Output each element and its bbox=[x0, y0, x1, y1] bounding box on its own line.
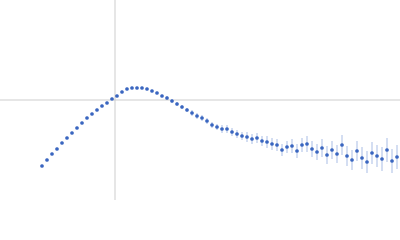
point bbox=[220, 127, 224, 131]
point bbox=[185, 108, 189, 112]
point bbox=[365, 160, 369, 164]
point bbox=[290, 144, 294, 148]
point bbox=[320, 146, 324, 150]
point bbox=[315, 150, 319, 154]
point bbox=[80, 121, 84, 125]
point bbox=[390, 159, 394, 163]
point bbox=[105, 101, 109, 105]
point bbox=[50, 152, 54, 156]
point bbox=[65, 136, 69, 140]
point bbox=[345, 154, 349, 158]
point bbox=[180, 105, 184, 109]
point bbox=[270, 142, 274, 146]
point bbox=[305, 142, 309, 146]
point bbox=[310, 147, 314, 151]
point bbox=[90, 112, 94, 116]
point bbox=[200, 116, 204, 120]
point bbox=[60, 141, 64, 145]
point bbox=[285, 145, 289, 149]
point bbox=[120, 90, 124, 94]
point bbox=[45, 158, 49, 162]
point bbox=[135, 86, 139, 90]
point bbox=[385, 148, 389, 152]
point bbox=[55, 147, 59, 151]
point bbox=[335, 152, 339, 156]
point bbox=[145, 87, 149, 91]
point bbox=[150, 89, 154, 93]
point bbox=[275, 143, 279, 147]
point bbox=[300, 143, 304, 147]
point bbox=[190, 111, 194, 115]
point bbox=[350, 158, 354, 162]
point bbox=[355, 149, 359, 153]
point bbox=[230, 130, 234, 134]
point bbox=[160, 94, 164, 98]
point bbox=[375, 154, 379, 158]
point bbox=[155, 91, 159, 95]
point bbox=[205, 119, 209, 123]
point bbox=[360, 156, 364, 160]
point bbox=[210, 123, 214, 127]
point bbox=[40, 164, 44, 168]
point bbox=[340, 143, 344, 147]
point bbox=[395, 155, 399, 159]
point bbox=[195, 114, 199, 118]
chart bbox=[0, 0, 400, 200]
point bbox=[240, 134, 244, 138]
point bbox=[255, 136, 259, 140]
point bbox=[250, 137, 254, 141]
point bbox=[265, 140, 269, 144]
point bbox=[260, 139, 264, 143]
point bbox=[235, 132, 239, 136]
point bbox=[225, 127, 229, 131]
point bbox=[170, 99, 174, 103]
point bbox=[370, 151, 374, 155]
point bbox=[325, 153, 329, 157]
point bbox=[125, 87, 129, 91]
point bbox=[295, 149, 299, 153]
point bbox=[245, 135, 249, 139]
point bbox=[75, 126, 79, 130]
point bbox=[330, 148, 334, 152]
point bbox=[85, 116, 89, 120]
point bbox=[380, 157, 384, 161]
point bbox=[95, 108, 99, 112]
point bbox=[100, 104, 104, 108]
point bbox=[115, 94, 119, 98]
point bbox=[70, 131, 74, 135]
point bbox=[130, 86, 134, 90]
point bbox=[110, 97, 114, 101]
point bbox=[165, 96, 169, 100]
point bbox=[215, 125, 219, 129]
point bbox=[140, 86, 144, 90]
point bbox=[280, 148, 284, 152]
point bbox=[175, 102, 179, 106]
